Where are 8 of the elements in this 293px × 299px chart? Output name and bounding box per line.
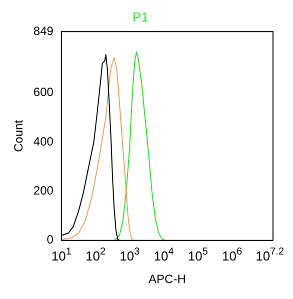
y-tick-label: 400	[33, 134, 54, 148]
y-tick-label: 600	[33, 85, 54, 100]
x-axis-title: APC-H	[148, 272, 186, 286]
y-tick-label: 0	[46, 232, 54, 247]
y-tick-label: 200	[33, 184, 54, 198]
y-tick-label: 849	[33, 24, 54, 38]
chart-title: P1	[132, 9, 148, 24]
y-axis-title: Count	[12, 119, 26, 152]
